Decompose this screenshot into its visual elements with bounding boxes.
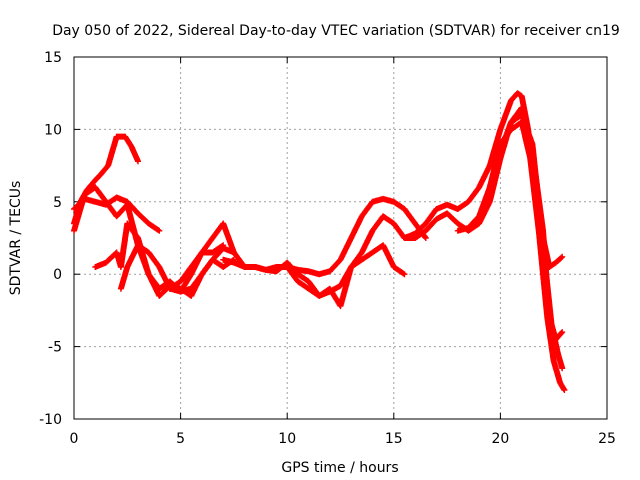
x-tick-labels: 0 5 10 15 20 25 xyxy=(70,431,616,447)
plot-frame xyxy=(73,56,608,420)
x-axis-label: GPS time / hours xyxy=(281,460,398,476)
x-tick-label: 5 xyxy=(176,431,185,447)
y-axis-label: SDTVAR / TECUs xyxy=(8,181,24,296)
chart-title: Day 050 of 2022, Sidereal Day-to-day VTE… xyxy=(52,23,620,39)
x-tick-label: 25 xyxy=(598,431,616,447)
x-tick-label: 10 xyxy=(278,431,296,447)
series-track-k xyxy=(454,119,568,393)
y-tick-label: 15 xyxy=(44,50,62,66)
y-tick-label: -5 xyxy=(48,340,62,356)
data-points xyxy=(497,111,566,372)
series-track-l xyxy=(497,111,566,372)
y-tick-label: 10 xyxy=(44,122,62,138)
y-tick-label: 5 xyxy=(53,195,62,211)
series-track-h xyxy=(284,242,408,310)
series-track-f xyxy=(166,195,429,292)
tick-layer xyxy=(73,56,608,420)
x-tick-label: 0 xyxy=(70,431,79,447)
grid-layer xyxy=(74,57,607,419)
x-tick-label: 15 xyxy=(385,431,403,447)
x-tick-label: 20 xyxy=(491,431,509,447)
data-points xyxy=(454,119,568,393)
data-points xyxy=(284,242,408,310)
data-points xyxy=(166,195,429,292)
y-tick-label: 0 xyxy=(53,267,62,283)
data-layer xyxy=(71,90,568,393)
y-tick-label: -10 xyxy=(39,412,62,428)
y-tick-labels: -10 -5 0 5 10 15 xyxy=(39,50,62,428)
